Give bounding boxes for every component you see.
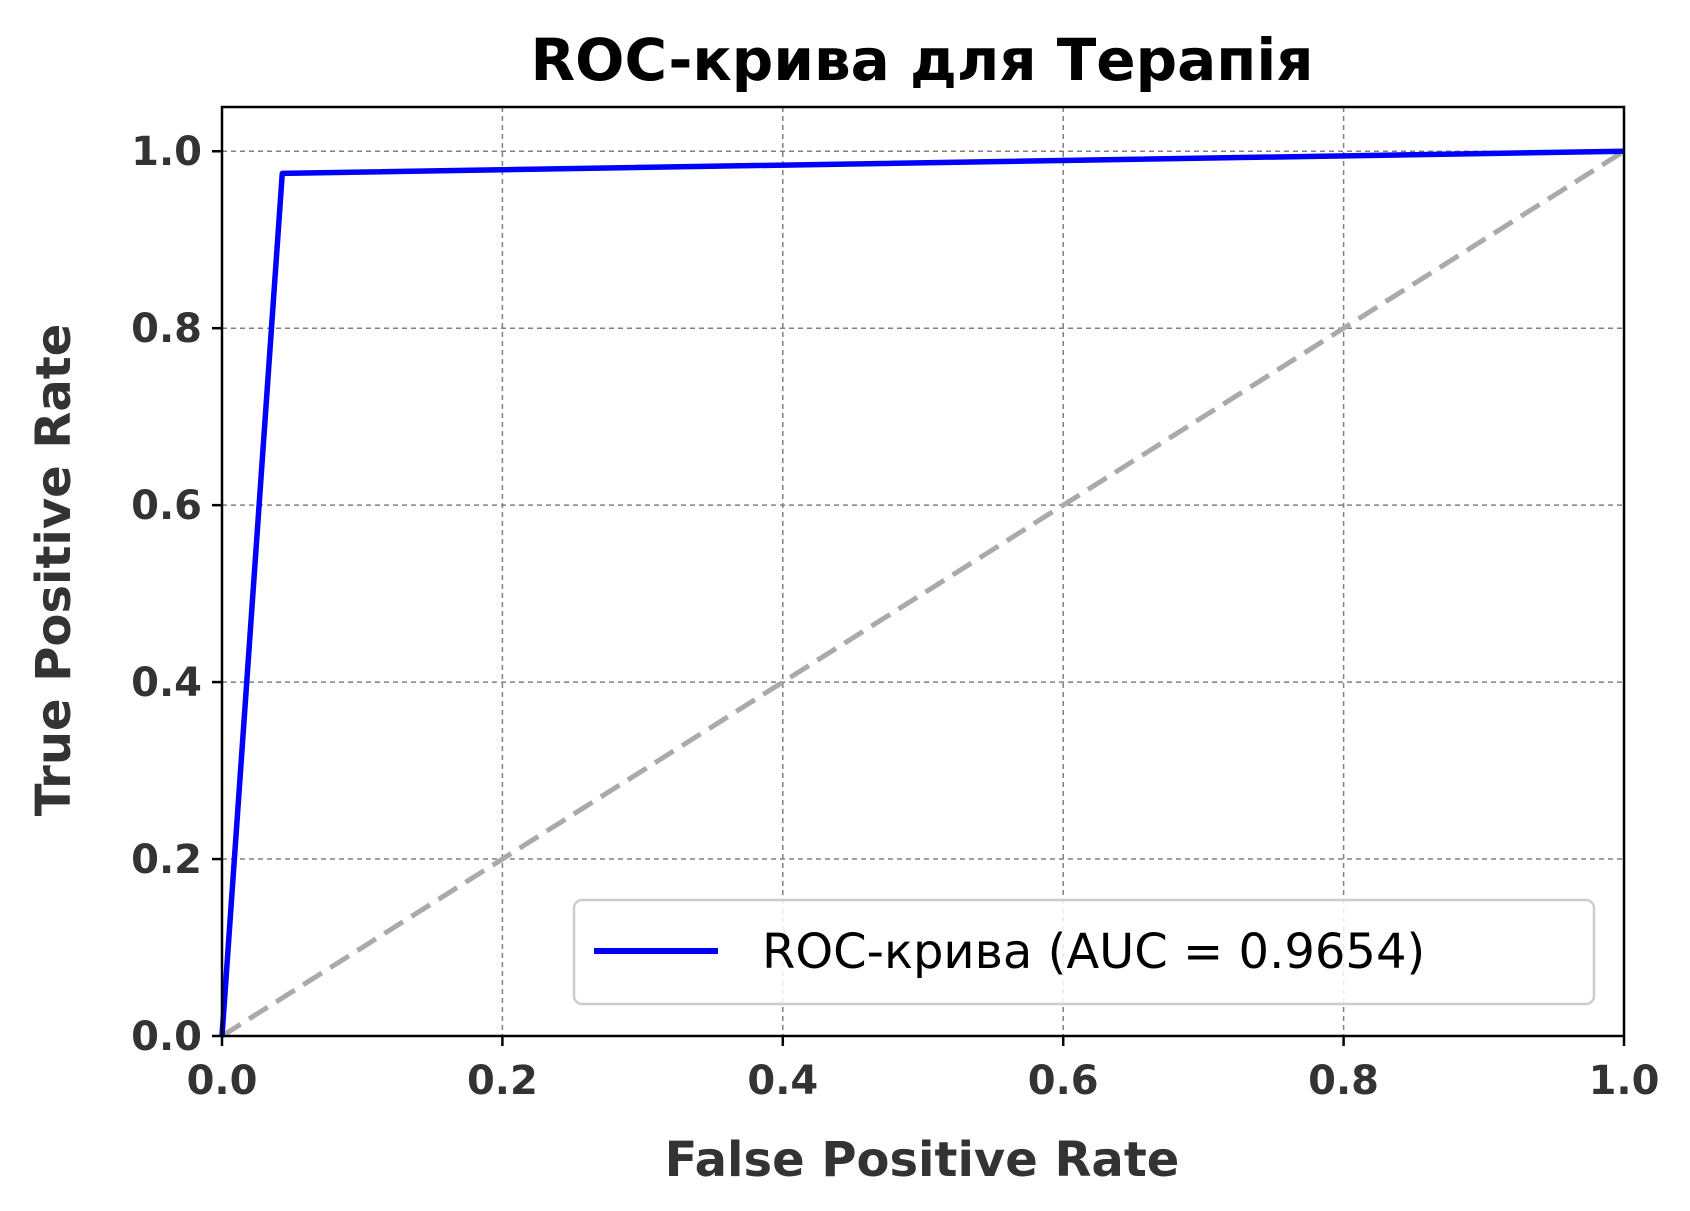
chance-diagonal-line: [220, 149, 1626, 1039]
y-ticks: 0.0 0.2 0.4 0.6 0.8 1.0: [131, 129, 222, 1060]
plot-frame: [220, 105, 1626, 1038]
x-tick-label: 1.0: [1589, 1058, 1660, 1104]
y-tick-label: 0.6: [131, 483, 202, 529]
legend: ROC-крива (AUC = 0.9654): [572, 898, 1596, 1006]
series-layer: [219, 148, 1626, 1039]
y-tick-label: 0.8: [131, 306, 202, 352]
y-axis-label: True Positive Rate: [26, 324, 82, 817]
x-ticks: 0.0 0.2 0.4 0.6 0.8 1.0: [187, 1036, 1660, 1104]
legend-label-roc: ROC-крива (AUC = 0.9654): [762, 924, 1425, 980]
chart-title: ROC-крива для Терапія: [531, 26, 1314, 94]
legend-box: [572, 898, 1596, 1006]
x-axis-label: False Positive Rate: [665, 1132, 1180, 1188]
x-tick-label: 0.6: [1028, 1058, 1099, 1104]
x-tick-label: 0.2: [467, 1058, 538, 1104]
x-tick-label: 0.8: [1308, 1058, 1379, 1104]
grid: [221, 107, 1625, 1037]
x-tick-label: 0.0: [187, 1058, 258, 1104]
x-tick-label: 0.4: [747, 1058, 818, 1104]
roc-curve-line: [219, 148, 1625, 1037]
y-tick-label: 1.0: [131, 129, 202, 175]
y-tick-label: 0.2: [131, 837, 202, 883]
y-tick-label: 0.0: [131, 1014, 202, 1060]
y-tick-label: 0.4: [131, 660, 202, 706]
